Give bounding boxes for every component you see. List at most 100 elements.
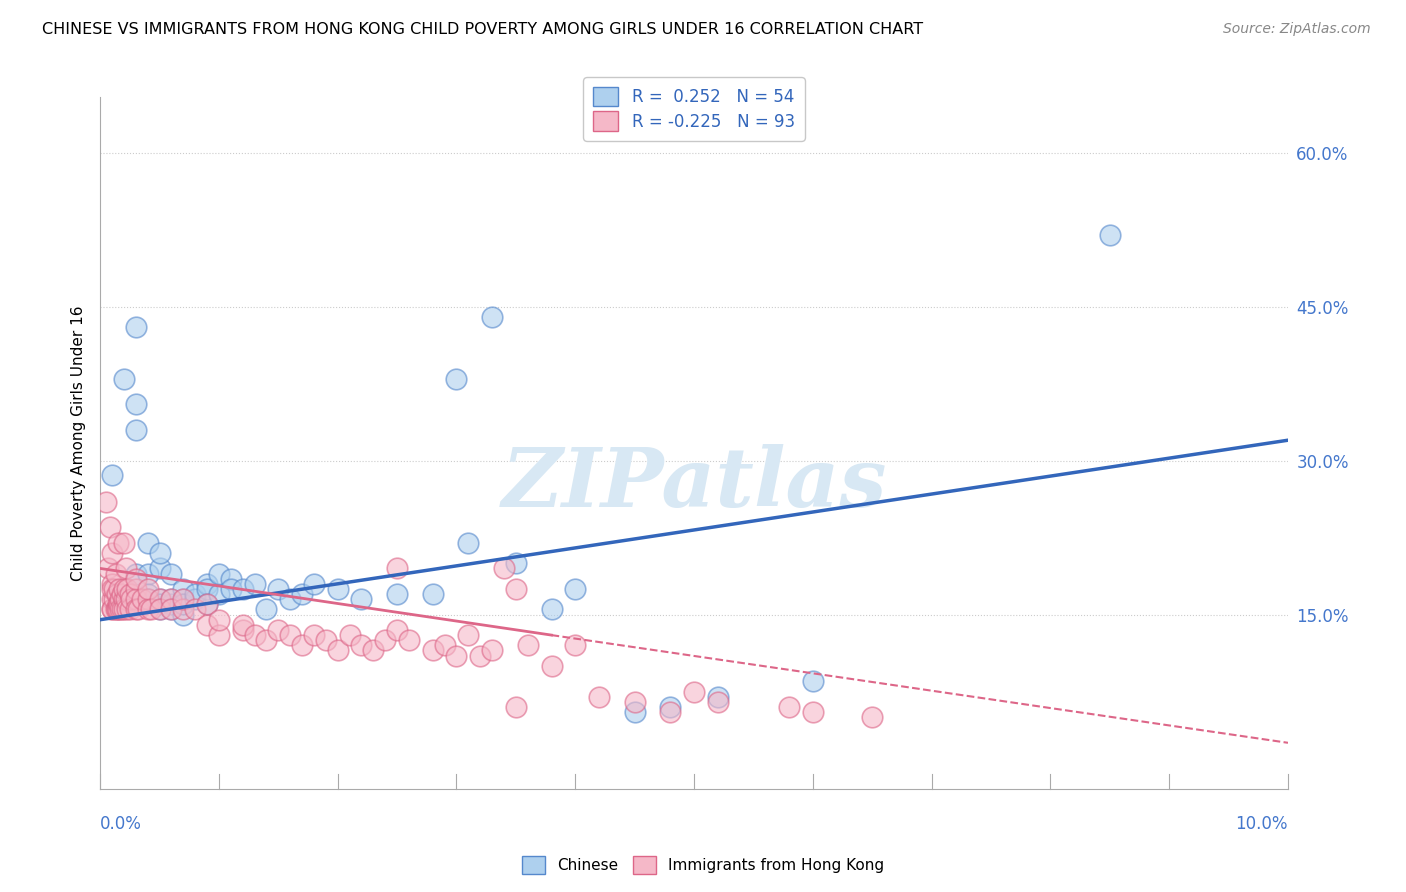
Point	[195, 597, 218, 611]
Point	[125, 320, 148, 334]
Point	[184, 587, 207, 601]
Point	[208, 613, 231, 627]
Point	[219, 582, 242, 596]
Point	[160, 597, 183, 611]
Point	[385, 587, 408, 601]
Point	[374, 633, 396, 648]
Point	[103, 592, 125, 607]
Point	[127, 602, 149, 616]
Point	[125, 582, 148, 596]
Point	[219, 572, 242, 586]
Point	[107, 535, 129, 549]
Point	[232, 617, 254, 632]
Point	[112, 602, 135, 616]
Point	[195, 617, 218, 632]
Point	[195, 576, 218, 591]
Text: 10.0%: 10.0%	[1236, 814, 1288, 832]
Point	[398, 633, 420, 648]
Point	[172, 597, 194, 611]
Point	[564, 582, 586, 596]
Point	[101, 576, 124, 591]
Point	[801, 705, 824, 719]
Point	[110, 602, 132, 616]
Point	[148, 597, 170, 611]
Point	[291, 587, 314, 601]
Point	[115, 592, 138, 607]
Point	[118, 602, 141, 616]
Point	[659, 705, 682, 719]
Point	[302, 628, 325, 642]
Point	[457, 535, 479, 549]
Point	[481, 310, 503, 325]
Point	[315, 633, 337, 648]
Point	[136, 566, 159, 581]
Point	[160, 602, 183, 616]
Point	[97, 561, 120, 575]
Point	[184, 592, 207, 607]
Text: 0.0%: 0.0%	[100, 814, 142, 832]
Point	[385, 623, 408, 637]
Point	[98, 520, 121, 534]
Point	[148, 546, 170, 560]
Point	[172, 607, 194, 622]
Point	[107, 602, 129, 616]
Point	[125, 572, 148, 586]
Point	[208, 628, 231, 642]
Point	[172, 592, 194, 607]
Point	[94, 495, 117, 509]
Point	[385, 561, 408, 575]
Point	[470, 648, 492, 663]
Point	[422, 643, 444, 657]
Point	[505, 582, 527, 596]
Point	[707, 695, 730, 709]
Point	[350, 592, 373, 607]
Point	[101, 582, 124, 596]
Point	[184, 602, 207, 616]
Point	[172, 602, 194, 616]
Point	[104, 566, 127, 581]
Text: CHINESE VS IMMIGRANTS FROM HONG KONG CHILD POVERTY AMONG GIRLS UNDER 16 CORRELAT: CHINESE VS IMMIGRANTS FROM HONG KONG CHI…	[42, 22, 924, 37]
Point	[107, 597, 129, 611]
Point	[136, 582, 159, 596]
Text: ZIPatlas: ZIPatlas	[502, 444, 887, 524]
Point	[278, 628, 301, 642]
Point	[446, 648, 468, 663]
Point	[326, 582, 349, 596]
Point	[160, 592, 183, 607]
Point	[623, 705, 645, 719]
Point	[125, 602, 148, 616]
Point	[110, 592, 132, 607]
Point	[422, 587, 444, 601]
Point	[120, 592, 142, 607]
Point	[103, 582, 125, 596]
Point	[110, 587, 132, 601]
Legend: R =  0.252   N = 54, R = -0.225   N = 93: R = 0.252 N = 54, R = -0.225 N = 93	[583, 78, 804, 141]
Point	[446, 372, 468, 386]
Point	[101, 602, 124, 616]
Point	[659, 699, 682, 714]
Point	[160, 592, 183, 607]
Point	[492, 561, 515, 575]
Point	[505, 699, 527, 714]
Point	[101, 592, 124, 607]
Point	[778, 699, 800, 714]
Point	[136, 535, 159, 549]
Point	[267, 582, 290, 596]
Point	[136, 592, 159, 607]
Point	[118, 587, 141, 601]
Point	[141, 602, 163, 616]
Point	[350, 638, 373, 652]
Point	[516, 638, 538, 652]
Point	[267, 623, 290, 637]
Point	[588, 690, 610, 704]
Point	[208, 566, 231, 581]
Point	[232, 623, 254, 637]
Point	[115, 561, 138, 575]
Point	[105, 587, 128, 601]
Point	[505, 556, 527, 570]
Point	[112, 372, 135, 386]
Text: Source: ZipAtlas.com: Source: ZipAtlas.com	[1223, 22, 1371, 37]
Point	[101, 546, 124, 560]
Point	[148, 602, 170, 616]
Point	[232, 582, 254, 596]
